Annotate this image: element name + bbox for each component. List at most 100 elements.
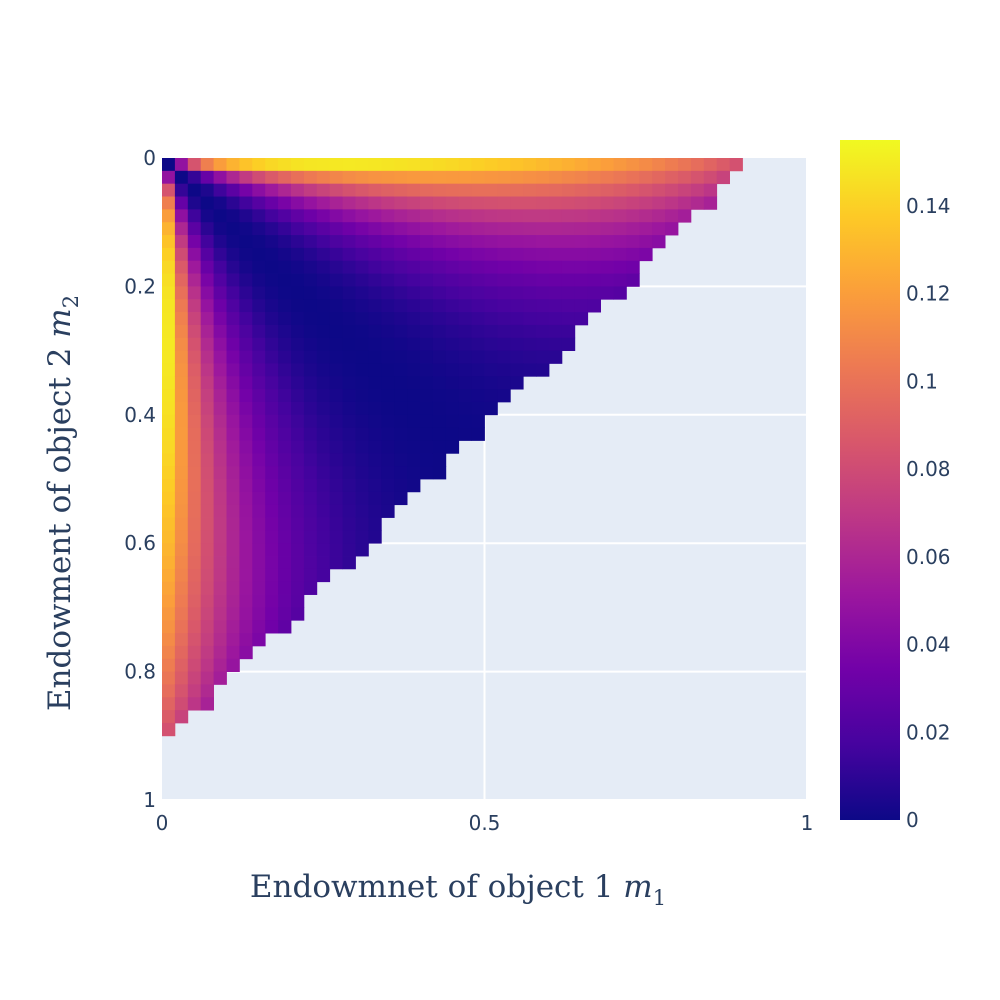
heatmap-cell	[407, 170, 421, 185]
heatmap-cell	[226, 607, 240, 621]
heatmap-cell	[600, 209, 614, 223]
heatmap-cell	[432, 414, 447, 429]
heatmap-cell	[291, 158, 305, 172]
heatmap-cell	[368, 260, 382, 274]
heatmap-cell	[587, 209, 601, 223]
heatmap-cell	[600, 260, 614, 274]
heatmap-cell	[561, 247, 576, 262]
heatmap-cell	[187, 158, 202, 172]
heatmap-cell	[265, 491, 279, 506]
heatmap-cell	[420, 466, 434, 480]
heatmap-cell	[213, 183, 227, 197]
heatmap-cell	[174, 658, 189, 672]
heatmap-cell	[394, 350, 408, 364]
heatmap-cell	[291, 607, 305, 621]
heatmap-cell	[316, 479, 331, 493]
heatmap-cell	[381, 363, 395, 377]
heatmap-cell	[561, 235, 576, 249]
heatmap-cell	[420, 440, 434, 454]
heatmap-cell	[355, 363, 369, 377]
heatmap-cell	[368, 158, 382, 172]
heatmap-cell	[549, 312, 563, 326]
colorbar-tick-label: 0.08	[906, 457, 951, 481]
heatmap-cell	[471, 196, 485, 210]
heatmap-cell	[303, 440, 318, 454]
heatmap-cell	[239, 158, 253, 172]
heatmap-cell	[187, 684, 202, 698]
heatmap-cell	[523, 196, 537, 210]
heatmap-cell	[561, 209, 576, 223]
heatmap-cell	[329, 453, 343, 467]
heatmap-cell	[265, 530, 279, 544]
heatmap-cell	[561, 324, 576, 339]
heatmap-cell	[239, 491, 253, 506]
heatmap-cell	[239, 620, 253, 634]
heatmap-cell	[368, 440, 382, 454]
heatmap-cell	[226, 658, 240, 672]
heatmap-cell	[678, 209, 692, 223]
heatmap-cell	[432, 273, 447, 287]
heatmap-cell	[445, 299, 460, 313]
heatmap-cell	[342, 530, 356, 544]
heatmap-cell	[729, 158, 743, 172]
heatmap-cell	[174, 312, 189, 326]
heatmap-cell	[574, 260, 589, 274]
heatmap-cell	[291, 466, 305, 480]
heatmap-cell	[497, 312, 511, 326]
heatmap-cell	[445, 427, 460, 441]
heatmap-cell	[278, 158, 292, 172]
heatmap-cell	[355, 350, 369, 364]
heatmap-cell	[174, 363, 189, 377]
colorbar-tick-label: 0.04	[906, 633, 951, 657]
heatmap-cell	[316, 363, 331, 377]
heatmap-cell	[510, 209, 524, 223]
heatmap-cell	[420, 260, 434, 274]
heatmap-cell	[536, 158, 550, 172]
heatmap-cell	[316, 183, 331, 197]
heatmap-cell	[329, 196, 343, 210]
heatmap-cell	[471, 324, 485, 339]
heatmap-cell	[316, 196, 331, 210]
heatmap-cell	[213, 401, 227, 416]
heatmap-cell	[200, 517, 214, 531]
heatmap-cell	[381, 247, 395, 262]
heatmap-cell	[213, 491, 227, 506]
heatmap-cell	[174, 324, 189, 339]
heatmap-cell	[226, 645, 240, 660]
heatmap-cell	[187, 543, 202, 557]
heatmap-cell	[471, 273, 485, 287]
heatmap-cell	[200, 401, 214, 416]
heatmap-cell	[329, 286, 343, 300]
heatmap-cell	[291, 517, 305, 531]
heatmap-cell	[265, 479, 279, 493]
heatmap-cell	[652, 158, 666, 172]
heatmap-cell	[665, 183, 679, 197]
heatmap-cell	[265, 222, 279, 236]
heatmap-cell	[329, 556, 343, 570]
heatmap-cell	[200, 170, 214, 185]
heatmap-cell	[329, 491, 343, 506]
heatmap-cell	[445, 376, 460, 390]
heatmap-cell	[329, 337, 343, 351]
heatmap-cell	[187, 556, 202, 570]
heatmap-cell	[407, 222, 421, 236]
heatmap-cell	[407, 158, 421, 172]
heatmap-cell	[587, 273, 601, 287]
heatmap-cell	[239, 568, 253, 583]
heatmap-cell	[278, 620, 292, 634]
heatmap-cell	[187, 324, 202, 339]
heatmap-cell	[342, 440, 356, 454]
heatmap-cell	[497, 286, 511, 300]
heatmap-cell	[536, 196, 550, 210]
heatmap-cell	[329, 530, 343, 544]
heatmap-cell	[484, 312, 498, 326]
heatmap-cell	[162, 594, 176, 608]
heatmap-cell	[484, 235, 498, 249]
heatmap-cell	[587, 260, 601, 274]
heatmap-cell	[394, 312, 408, 326]
y-tick-label: 0.4	[124, 403, 156, 427]
heatmap-cell	[316, 401, 331, 416]
heatmap-cell	[368, 530, 382, 544]
heatmap-cell	[174, 453, 189, 467]
heatmap-cell	[368, 427, 382, 441]
